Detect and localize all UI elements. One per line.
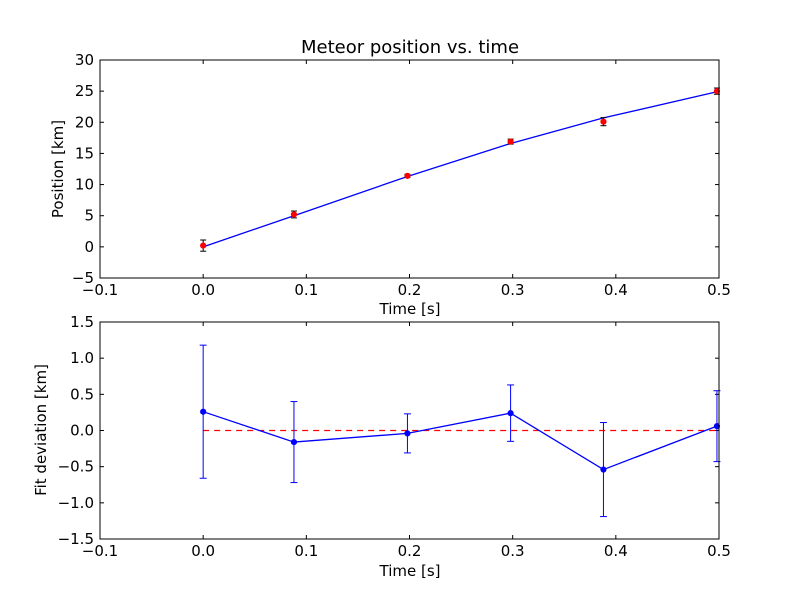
deviation-line <box>202 411 718 471</box>
deviation-point <box>507 410 514 417</box>
y-tick-label: 10 <box>75 176 94 194</box>
x-tick-label: 0.4 <box>604 281 628 299</box>
deviation-point <box>200 408 207 415</box>
deviation-point <box>713 423 721 430</box>
x-tick-label: −0.1 <box>82 542 118 560</box>
position-x-axis-label: Time [s] <box>379 300 441 318</box>
y-tick-label: −1.5 <box>58 530 94 548</box>
y-tick-label: 30 <box>75 51 94 69</box>
x-tick-label: 0.0 <box>191 281 215 299</box>
y-tick-label: −5 <box>72 269 94 287</box>
x-tick-label: 0.2 <box>398 281 422 299</box>
position-data-marks <box>200 87 721 252</box>
x-tick-label: 0.0 <box>191 542 215 560</box>
y-tick-label: −1.0 <box>58 494 94 512</box>
x-tick-label: 0.3 <box>501 281 525 299</box>
y-tick-label: 0 <box>84 238 94 256</box>
y-tick-label: 0.0 <box>70 422 94 440</box>
measurement-point <box>713 88 721 95</box>
y-tick-label: −0.5 <box>58 458 94 476</box>
deviation-point <box>404 430 411 437</box>
fit-line <box>202 91 718 248</box>
measurement-point <box>507 138 514 145</box>
measurement-point <box>404 172 411 179</box>
y-tick-label: 20 <box>75 113 94 131</box>
measurement-point <box>200 242 207 249</box>
y-tick-label: 5 <box>84 207 94 225</box>
x-tick-label: 0.2 <box>398 542 422 560</box>
deviation-x-axis-label: Time [s] <box>379 562 441 580</box>
position-plot-frame <box>99 59 720 279</box>
x-tick-label: 0.3 <box>501 542 525 560</box>
measurement-point <box>290 211 298 218</box>
y-tick-label: 25 <box>75 82 94 100</box>
chart-title: Meteor position vs. time <box>301 37 519 58</box>
y-tick-label: 1.0 <box>70 349 94 367</box>
x-tick-label: 0.1 <box>294 542 318 560</box>
y-tick-label: 0.5 <box>70 385 94 403</box>
deviation-y-axis-label: Fit deviation [km] <box>32 364 50 496</box>
x-tick-label: 0.5 <box>707 281 731 299</box>
position-y-axis-label: Position [km] <box>49 120 67 218</box>
deviation-point <box>290 438 298 446</box>
x-tick-label: 0.1 <box>294 281 318 299</box>
x-tick-label: 0.5 <box>707 542 731 560</box>
deviation-data-marks <box>199 344 721 518</box>
deviation-point <box>600 466 607 473</box>
y-tick-label: 1.5 <box>70 313 94 331</box>
measurement-point <box>600 118 607 125</box>
y-tick-label: 15 <box>75 144 94 162</box>
deviation-plot-frame <box>99 321 720 540</box>
x-tick-label: −0.1 <box>82 281 118 299</box>
position-plot: Meteor position vs. time −0.1 0.0 0.1 0.2 0.… <box>49 37 731 318</box>
position-axis-ticks: −0.1 0.0 0.1 0.2 0.3 0.4 0.5 −5 0 5 10 15 20 25 30 <box>72 51 731 299</box>
deviation-axis-ticks: −0.1 0.0 0.1 0.2 0.3 0.4 0.5 −1.5 −1.0 −0.5 0.0 0.5… <box>58 313 731 560</box>
x-tick-label: 0.4 <box>604 542 628 560</box>
deviation-plot: −0.1 0.0 0.1 0.2 0.3 0.4 0.5 −1.5 −1.0 −0.5 0.0 0.5… <box>32 313 731 580</box>
